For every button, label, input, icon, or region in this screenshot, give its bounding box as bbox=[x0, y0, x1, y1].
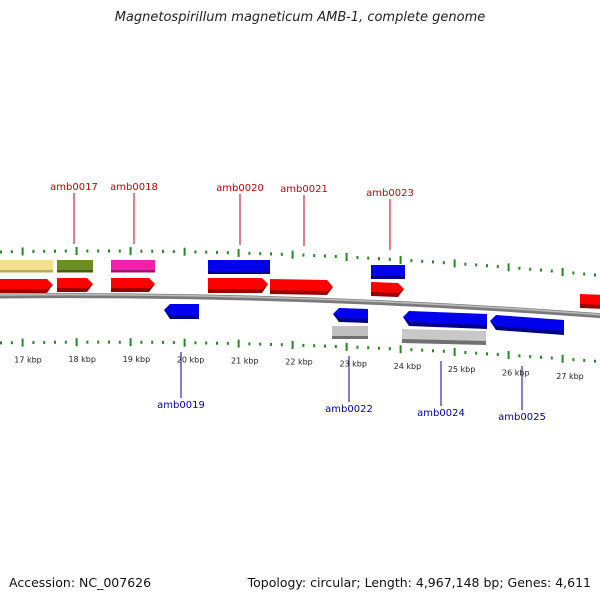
scale-label: 19 kbp bbox=[123, 355, 151, 364]
reverse-tick-track bbox=[0, 338, 596, 363]
scale-label: 23 kbp bbox=[339, 360, 367, 369]
scale-label: 25 kbp bbox=[448, 365, 476, 374]
cds-forward-2[interactable] bbox=[57, 278, 93, 292]
accession-text: Accession: NC_007626 bbox=[9, 575, 152, 590]
forward-gene-label-amb0018[interactable]: amb0018 bbox=[110, 182, 158, 244]
scale-label: 21 kbp bbox=[231, 356, 259, 365]
svg-text:amb0019: amb0019 bbox=[157, 400, 205, 411]
scale-label: 24 kbp bbox=[394, 362, 422, 371]
cds-reverse-amb0022[interactable] bbox=[333, 308, 368, 323]
scale-label: 27 kbp bbox=[556, 372, 584, 381]
reverse-gene-label-amb0022[interactable]: amb0022 bbox=[325, 356, 373, 415]
cds-forward-6[interactable] bbox=[371, 282, 404, 297]
forward-gene-label-amb0023[interactable]: amb0023 bbox=[366, 188, 414, 250]
scale-label: 18 kbp bbox=[68, 355, 96, 364]
reverse-gene-label-amb0024[interactable]: amb0024 bbox=[417, 361, 465, 419]
forward-gene-label-amb0017[interactable]: amb0017 bbox=[50, 182, 98, 244]
cds-forward-1[interactable] bbox=[0, 279, 53, 293]
scale-label: 17 kbp bbox=[14, 355, 42, 364]
scale-label: 22 kbp bbox=[285, 358, 313, 367]
feature-gray-1[interactable] bbox=[332, 326, 368, 339]
cds-reverse-amb0024[interactable] bbox=[403, 311, 487, 329]
cds-reverse-amb0019[interactable] bbox=[164, 304, 199, 319]
svg-text:amb0017: amb0017 bbox=[50, 182, 98, 193]
forward-gene-label-amb0021[interactable]: amb0021 bbox=[280, 184, 328, 246]
genome-backbone-highlight bbox=[0, 293, 600, 316]
scale-label: 26 kbp bbox=[502, 368, 530, 377]
feature-blue-upper-1[interactable] bbox=[208, 260, 270, 274]
svg-text:amb0023: amb0023 bbox=[366, 188, 414, 199]
feature-khaki[interactable] bbox=[0, 260, 53, 273]
cds-reverse-amb0025[interactable] bbox=[490, 315, 564, 335]
scale-label: 20 kbp bbox=[177, 355, 205, 364]
scale-label-track: 17 kbp 18 kbp 19 kbp 20 kbp 21 kbp 22 kbp 23 k… bbox=[14, 355, 584, 381]
feature-gray-2[interactable] bbox=[402, 329, 486, 345]
genome-summary-text: Topology: circular; Length: 4,967,148 bp… bbox=[247, 575, 591, 590]
reverse-gene-label-amb0019[interactable]: amb0019 bbox=[157, 352, 205, 411]
genome-backbone bbox=[0, 293, 600, 319]
forward-gene-label-amb0020[interactable]: amb0020 bbox=[216, 183, 264, 245]
feature-blue-upper-2[interactable] bbox=[371, 265, 405, 279]
svg-text:amb0020: amb0020 bbox=[216, 183, 264, 194]
svg-text:amb0022: amb0022 bbox=[325, 404, 373, 415]
feature-magenta[interactable] bbox=[111, 260, 155, 273]
svg-text:amb0018: amb0018 bbox=[110, 182, 158, 193]
forward-tick-track bbox=[0, 247, 596, 277]
cds-forward-7[interactable] bbox=[580, 294, 600, 309]
feature-olive[interactable] bbox=[57, 260, 93, 273]
cds-forward-5[interactable] bbox=[270, 279, 333, 295]
svg-text:amb0024: amb0024 bbox=[417, 408, 465, 419]
cds-forward-4[interactable] bbox=[208, 278, 268, 293]
map-title: Magnetospirillum magneticum AMB-1, compl… bbox=[114, 10, 486, 25]
reverse-gene-label-amb0025[interactable]: amb0025 bbox=[498, 366, 546, 423]
cds-forward-3[interactable] bbox=[111, 278, 155, 292]
svg-text:amb0025: amb0025 bbox=[498, 412, 546, 423]
svg-text:amb0021: amb0021 bbox=[280, 184, 328, 195]
